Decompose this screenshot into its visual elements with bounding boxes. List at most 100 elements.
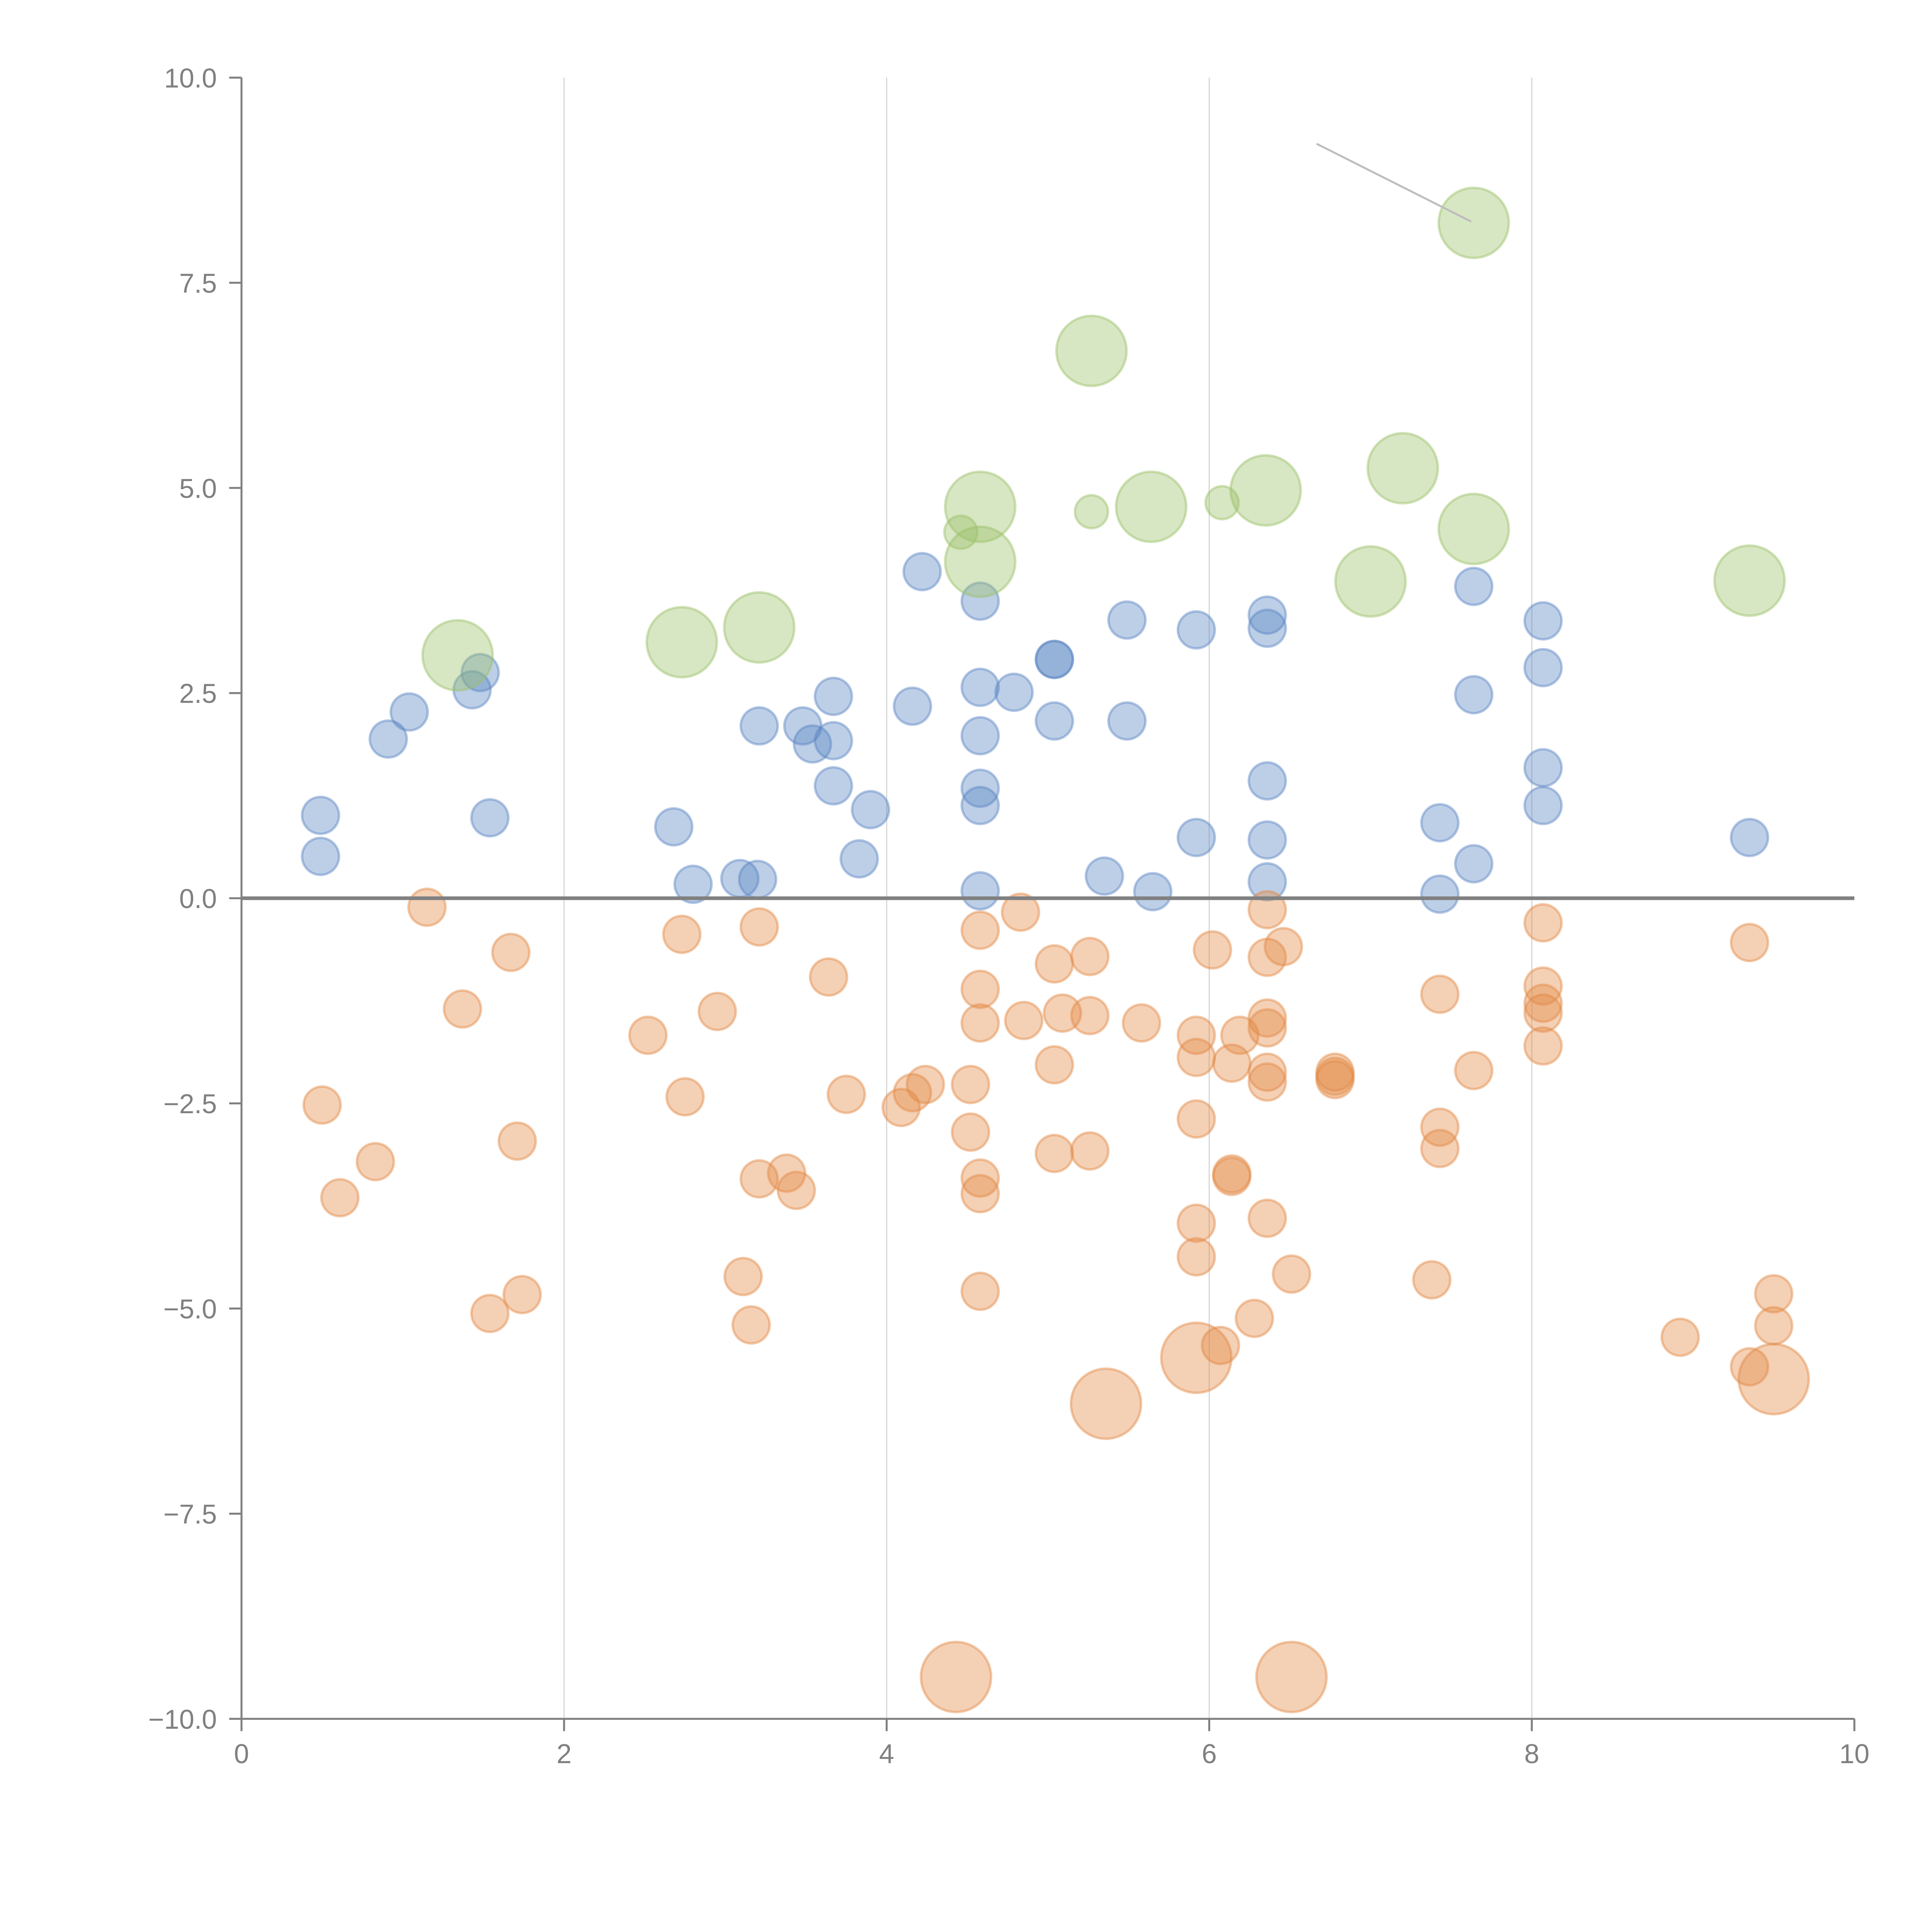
data-point <box>1366 432 1439 505</box>
data-point <box>389 692 429 732</box>
data-point <box>1133 872 1173 912</box>
data-point <box>470 798 510 838</box>
data-point <box>739 1159 779 1199</box>
data-point <box>1454 844 1494 884</box>
data-point <box>839 839 879 879</box>
data-point <box>1437 186 1510 259</box>
data-point <box>827 1075 866 1114</box>
data-point <box>1523 966 1563 1006</box>
data-point <box>1192 930 1232 970</box>
data-point <box>1255 1641 1328 1713</box>
data-point <box>452 670 492 710</box>
data-point <box>813 766 853 806</box>
data-point <box>960 969 1000 1009</box>
series-orange <box>302 887 1810 1713</box>
data-point <box>960 786 1000 825</box>
data-point <box>960 910 1000 950</box>
data-point <box>1315 1056 1355 1096</box>
data-point <box>628 1015 668 1055</box>
data-point <box>960 716 1000 756</box>
data-point <box>1201 1326 1240 1366</box>
data-point <box>1070 1367 1143 1440</box>
data-point <box>355 1142 395 1182</box>
data-point <box>951 1065 990 1104</box>
data-point <box>944 525 1017 598</box>
data-point <box>1212 1156 1252 1196</box>
data-point <box>654 807 694 847</box>
data-point <box>491 932 531 972</box>
x-axis-ticks: 0 2 4 6 8 10 <box>234 1719 1869 1769</box>
data-point <box>1420 975 1460 1014</box>
data-point <box>731 1305 771 1345</box>
data-point <box>1034 944 1074 984</box>
data-point <box>1523 786 1563 825</box>
x-tick-label: 4 <box>879 1738 894 1769</box>
data-point <box>1070 996 1110 1036</box>
data-point <box>1754 1306 1794 1346</box>
x-tick-label: 0 <box>234 1738 249 1769</box>
data-point <box>460 653 500 692</box>
data-points <box>301 186 1810 1713</box>
data-point <box>1247 862 1287 902</box>
data-point <box>960 769 1000 808</box>
data-point <box>1055 315 1128 388</box>
data-point <box>1420 1107 1460 1147</box>
data-point <box>881 1088 921 1128</box>
data-point <box>1177 1015 1216 1055</box>
data-point <box>1334 545 1407 618</box>
data-point <box>1073 494 1109 530</box>
y-axis-ticks: 10.0 7.5 5.0 2.5 0.0 −2.5 −5.0 −7.5 −10.0 <box>148 63 242 1735</box>
data-point <box>1247 1198 1287 1238</box>
data-point <box>738 859 777 899</box>
data-point <box>960 1174 1000 1214</box>
data-point <box>893 1073 932 1112</box>
data-point <box>320 1178 360 1218</box>
data-point <box>368 719 408 759</box>
data-point <box>1247 1008 1287 1048</box>
data-point <box>1420 803 1460 843</box>
data-point <box>960 1271 1000 1311</box>
data-point <box>301 837 340 876</box>
data-point <box>1315 1052 1355 1092</box>
data-point <box>960 871 1000 911</box>
data-point <box>1754 1274 1794 1314</box>
data-point <box>767 1153 806 1193</box>
data-point <box>1247 937 1287 977</box>
data-point <box>665 1077 705 1117</box>
data-point <box>1523 748 1563 787</box>
data-point <box>1177 1099 1216 1139</box>
data-point <box>1034 639 1074 679</box>
data-point <box>1454 675 1494 714</box>
data-point <box>1454 1051 1494 1090</box>
data-point <box>1272 1254 1311 1294</box>
data-point <box>1730 1347 1769 1387</box>
data-point <box>1212 1043 1252 1083</box>
data-point <box>813 677 853 716</box>
data-point <box>1420 1129 1460 1168</box>
data-point <box>1177 1037 1216 1077</box>
data-point <box>723 591 796 664</box>
data-point <box>442 989 482 1029</box>
data-point <box>1177 1203 1216 1243</box>
data-point <box>1220 1015 1260 1055</box>
data-point <box>1247 608 1287 648</box>
data-point <box>1523 993 1563 1033</box>
data-point <box>1523 983 1563 1023</box>
annotation-leader-line <box>1316 143 1472 223</box>
data-point <box>1070 1131 1110 1171</box>
data-point <box>1247 890 1287 930</box>
data-point <box>739 706 779 746</box>
x-tick-label: 8 <box>1524 1738 1539 1769</box>
data-point <box>1454 566 1494 606</box>
data-point <box>1001 892 1041 932</box>
annotations <box>1316 143 1472 223</box>
series-green <box>421 186 1786 692</box>
data-point <box>662 915 702 954</box>
data-point <box>1107 701 1147 741</box>
data-point <box>960 1158 1000 1198</box>
data-point <box>497 1121 537 1161</box>
data-point <box>1043 993 1082 1033</box>
data-point <box>302 1085 342 1125</box>
data-point <box>1070 937 1110 976</box>
data-point <box>1177 818 1216 857</box>
